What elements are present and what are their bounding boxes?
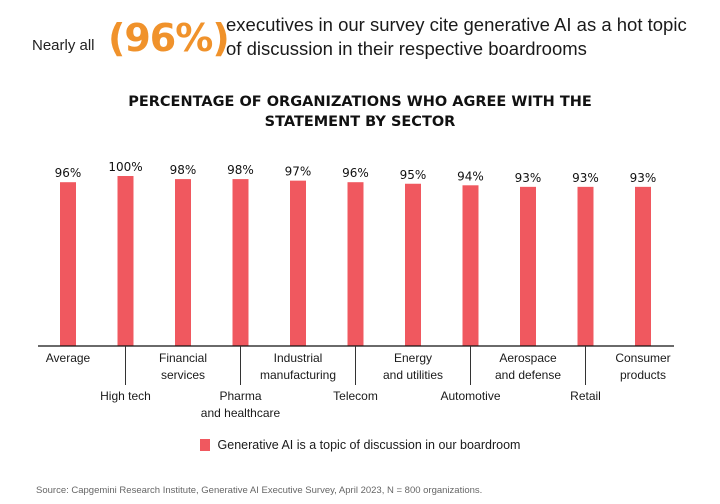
data-label: 100% — [108, 160, 142, 174]
bar-chart: 96% 100% 98% 98% 97% 96% 95% 94% 93% 93% 93% Averag… — [38, 160, 674, 420]
data-label: 98% — [170, 163, 197, 177]
category-label: High tech — [100, 389, 151, 403]
bar — [290, 180, 306, 346]
category-label: Financial — [159, 351, 207, 365]
category-label: Industrial — [274, 351, 323, 365]
data-label: 97% — [285, 165, 312, 179]
bar — [232, 179, 249, 346]
headline-prefix: Nearly all — [32, 37, 95, 54]
data-label: 93% — [515, 171, 542, 185]
bar — [175, 179, 191, 346]
legend-swatch — [199, 439, 210, 451]
category-label: Consumer — [615, 351, 670, 365]
headline-description: executives in our survey cite generative… — [226, 13, 687, 61]
data-label: 98% — [227, 163, 254, 177]
headline-line-1: executives in our survey cite generative… — [226, 14, 687, 35]
headline: Nearly all (96%) executives in our surve… — [0, 0, 720, 80]
bar — [462, 185, 479, 346]
category-label: services — [161, 368, 205, 382]
category-label: and utilities — [383, 368, 443, 382]
chart-title-line-1: PERCENTAGE OF ORGANIZATIONS WHO AGREE WI… — [128, 94, 592, 110]
category-label: and healthcare — [201, 406, 281, 420]
category-label: Energy — [394, 351, 432, 365]
category-label: Automotive — [440, 389, 500, 403]
bar — [577, 186, 594, 346]
chart-title-line-2: STATEMENT BY SECTOR — [264, 114, 456, 130]
headline-line-2: of discussion in their respective boardr… — [226, 38, 587, 59]
bar — [117, 176, 134, 346]
bar — [60, 182, 76, 346]
bar — [520, 186, 536, 346]
chart-title: PERCENTAGE OF ORGANIZATIONS WHO AGREE WI… — [0, 92, 720, 132]
category-label: Aerospace — [499, 351, 557, 365]
category-label: Average — [46, 351, 91, 365]
bar — [635, 186, 651, 346]
category-label: manufacturing — [260, 368, 336, 382]
bar — [347, 182, 364, 346]
bar — [405, 183, 421, 346]
category-label: products — [620, 368, 666, 382]
category-label: Pharma — [219, 389, 261, 403]
data-label: 95% — [400, 168, 427, 182]
legend: Generative AI is a topic of discussion i… — [0, 438, 720, 452]
headline-highlight: (96%) — [108, 16, 230, 60]
category-label: Retail — [570, 389, 601, 403]
data-label: 94% — [457, 169, 484, 183]
source-note: Source: Capgemini Research Institute, Ge… — [36, 485, 483, 496]
data-label: 96% — [342, 166, 369, 180]
data-label: 93% — [572, 171, 599, 185]
data-label: 96% — [55, 166, 82, 180]
category-label: Telecom — [333, 389, 378, 403]
legend-label: Generative AI is a topic of discussion i… — [217, 438, 521, 452]
category-label: and defense — [495, 368, 561, 382]
data-label: 93% — [630, 171, 657, 185]
